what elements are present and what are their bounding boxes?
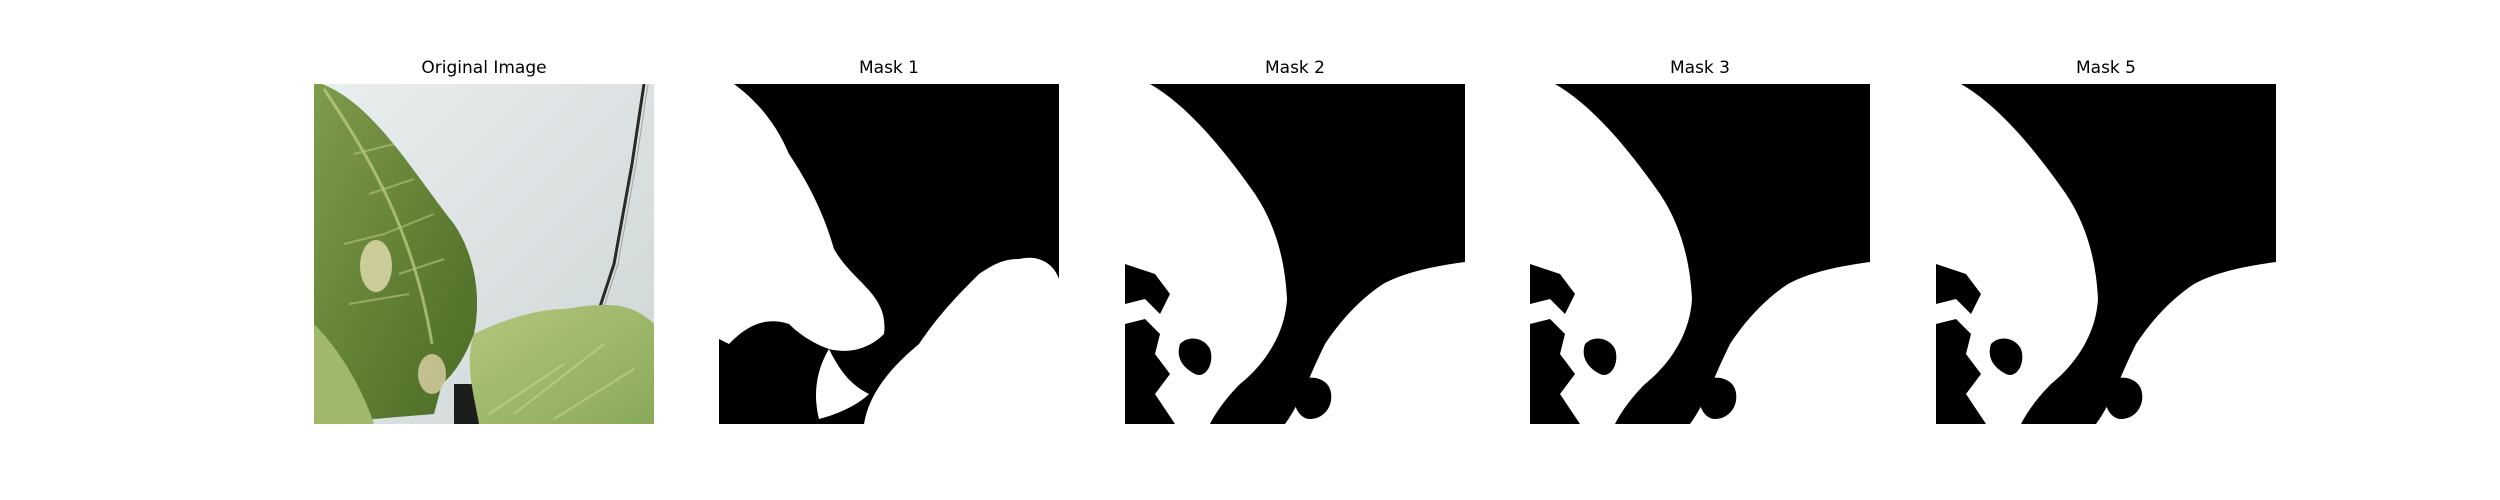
panel-title-mask-5: Mask 5 [2075, 58, 2136, 78]
original-leaf-photo [314, 84, 654, 424]
panel-title-mask-1: Mask 1 [858, 58, 919, 78]
panel-title-mask-3: Mask 3 [1669, 58, 1730, 78]
mask-5-image [1936, 84, 2276, 424]
panel-title-mask-2: Mask 2 [1264, 58, 1325, 78]
mask-2-image [1125, 84, 1465, 424]
mask-3-image [1530, 84, 1870, 424]
mask-1-image [719, 84, 1059, 424]
panel-title-original: Original Image [421, 58, 547, 78]
